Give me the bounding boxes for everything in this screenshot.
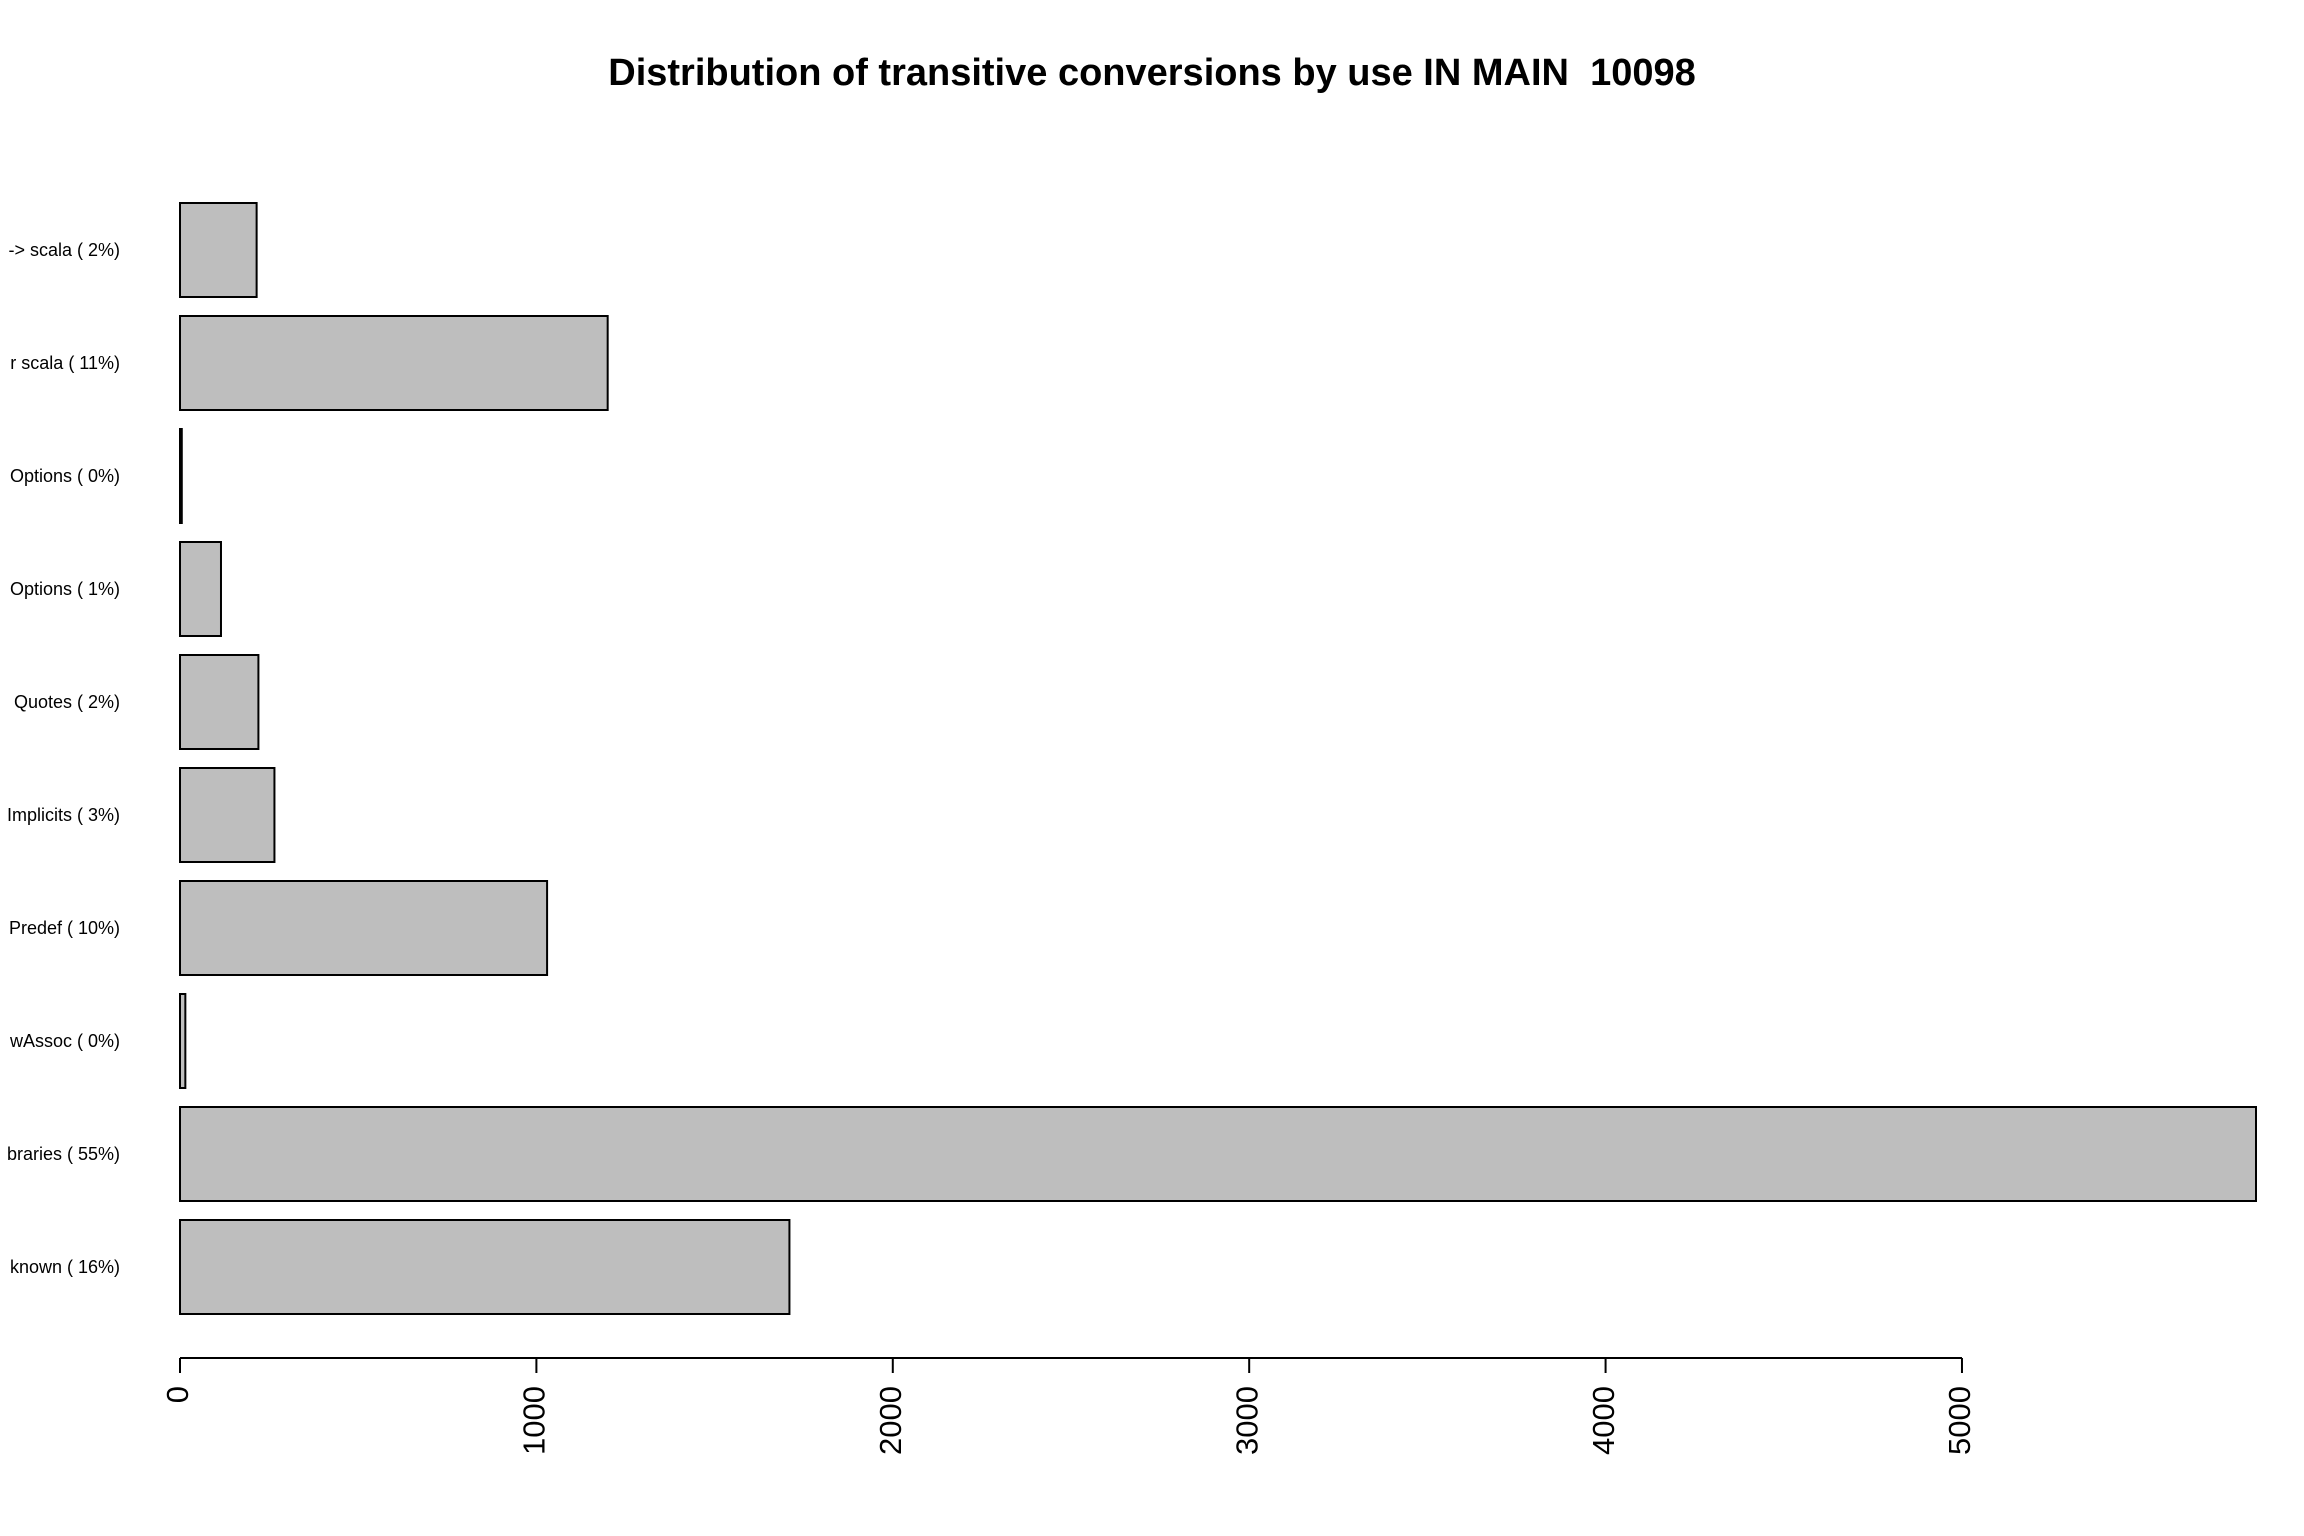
bar [179, 541, 222, 637]
bar [179, 654, 260, 750]
x-tick-label: 1000 [517, 1386, 552, 1455]
category-label: Predef ( 10%) [9, 918, 120, 938]
x-tick-label: 5000 [1942, 1386, 1977, 1455]
category-labels: -> scala ( 2%) r scala ( 11%) Options ( 0%… [7, 240, 120, 1277]
x-tick-label: 3000 [1229, 1386, 1264, 1455]
bar [179, 880, 549, 976]
bar [179, 428, 183, 524]
x-tick-label: 0 [160, 1386, 195, 1403]
category-label: Implicits ( 3%) [7, 805, 120, 825]
category-label: Options ( 0%) [10, 466, 120, 486]
x-tick-label: 4000 [1586, 1386, 1621, 1455]
category-label: Options ( 1%) [10, 579, 120, 599]
x-axis: 0 1000 2000 3000 4000 5000 [160, 1357, 1977, 1455]
bar [179, 315, 609, 411]
category-label: Quotes ( 2%) [14, 692, 120, 712]
chart-title: Distribution of transitive conversions b… [608, 52, 1696, 94]
bar [179, 767, 276, 863]
category-label: -> scala ( 2%) [8, 240, 120, 260]
x-tick-label: 2000 [873, 1386, 908, 1455]
bar [179, 1106, 2257, 1202]
bars-group [179, 202, 2257, 1315]
category-label: r scala ( 11%) [10, 353, 120, 373]
bar [179, 1219, 791, 1315]
category-label: braries ( 55%) [7, 1144, 120, 1164]
category-label: wAssoc ( 0%) [9, 1031, 120, 1051]
category-label: known ( 16%) [10, 1257, 120, 1277]
bar [179, 993, 187, 1089]
bar [179, 202, 258, 298]
